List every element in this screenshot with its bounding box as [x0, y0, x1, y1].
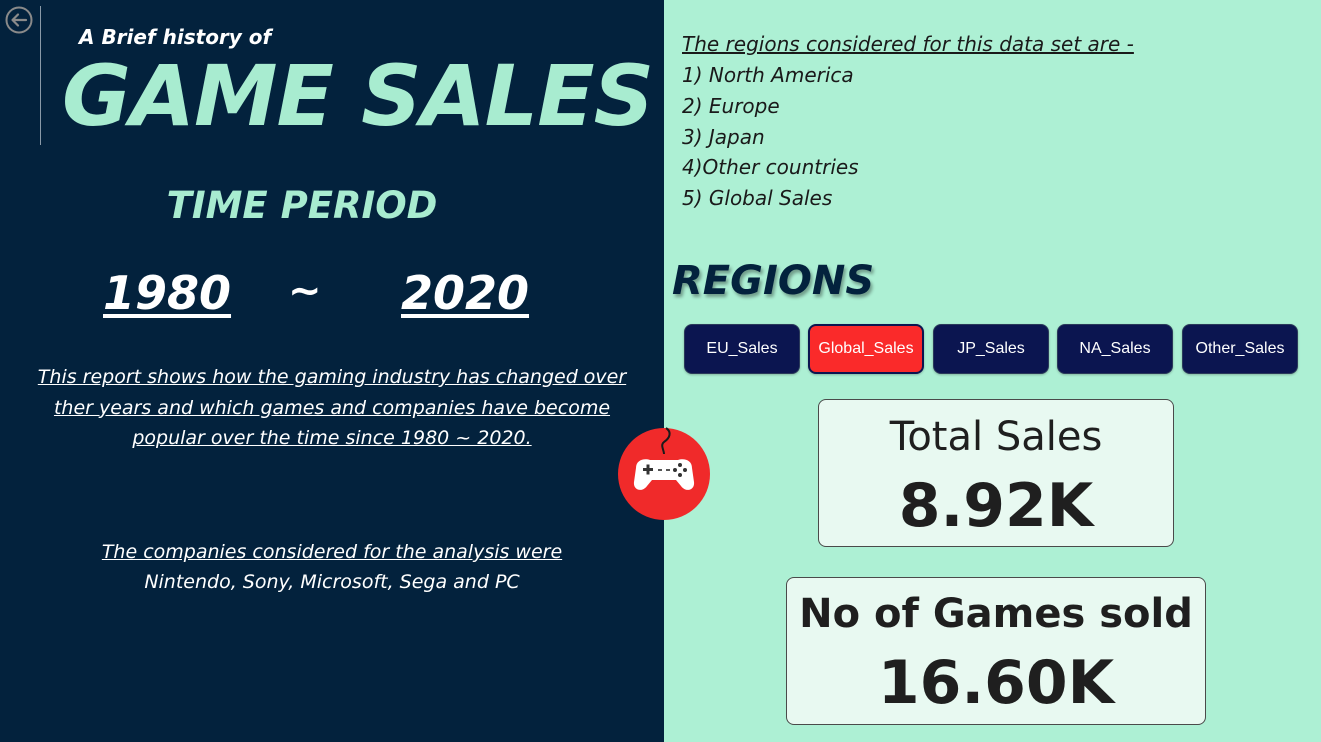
- slicer-button-eu-sales[interactable]: EU_Sales: [684, 324, 800, 374]
- companies-heading: The companies considered for the analysi…: [101, 541, 563, 563]
- left-panel: [0, 0, 664, 742]
- report-title: GAME SALES: [62, 47, 654, 145]
- report-description-line: This report shows how the gaming industr…: [37, 366, 627, 388]
- total-sales-card: Total Sales 8.92K: [818, 399, 1174, 547]
- companies-list: Nintendo, Sony, Microsoft, Sega and PC: [144, 571, 520, 593]
- back-arrow-icon[interactable]: [5, 6, 33, 34]
- end-year: 2020: [401, 266, 530, 320]
- time-period-heading: TIME PERIOD: [166, 184, 438, 227]
- slicer-button-na-sales[interactable]: NA_Sales: [1057, 324, 1173, 374]
- total-sales-value: 8.92K: [898, 471, 1094, 541]
- region-list-item: 3) Japan: [682, 124, 765, 149]
- report-description: This report shows how the gaming industr…: [0, 362, 664, 454]
- region-list: 1) North America 2) Europe 3) Japan 4)Ot…: [682, 60, 859, 214]
- report-description-line: ther years and which games and companies…: [53, 396, 611, 419]
- games-sold-value: 16.60K: [877, 648, 1115, 718]
- slicer-button-global-sales[interactable]: Global_Sales: [808, 324, 924, 374]
- report-description-line: popular over the time since 1980 ~ 2020.: [132, 427, 532, 449]
- region-list-item: 1) North America: [682, 63, 854, 87]
- regions-intro: The regions considered for this data set…: [682, 32, 1134, 56]
- total-sales-label: Total Sales: [889, 414, 1103, 460]
- regions-heading: REGIONS: [672, 258, 875, 304]
- region-list-item: 5) Global Sales: [682, 186, 833, 211]
- start-year: 1980: [103, 266, 232, 320]
- games-sold-label: No of Games sold: [799, 591, 1193, 637]
- region-list-item: 4)Other countries: [682, 155, 859, 180]
- slicer-button-jp-sales[interactable]: JP_Sales: [933, 324, 1049, 374]
- region-list-item: 2) Europe: [682, 93, 780, 118]
- title-divider: [40, 6, 41, 145]
- games-sold-card: No of Games sold 16.60K: [786, 577, 1206, 725]
- report-subtitle: A Brief history of: [79, 25, 272, 49]
- slicer-button-other-sales[interactable]: Other_Sales: [1182, 324, 1298, 374]
- year-separator: ~: [288, 268, 322, 314]
- gamepad-icon: [614, 420, 714, 520]
